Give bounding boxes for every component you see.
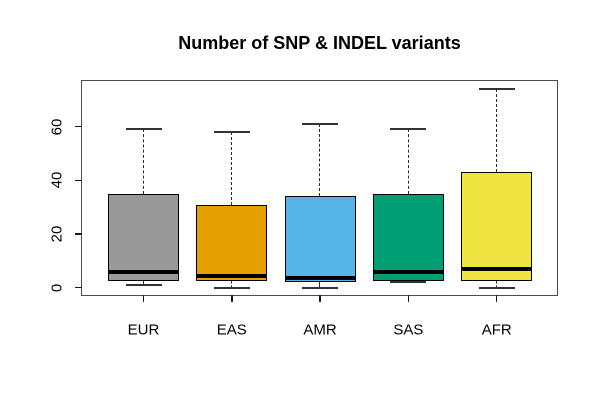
upper-whisker-cap-amr (302, 123, 339, 126)
lower-whisker-cap-afr (478, 286, 515, 289)
lower-whisker-eur (142, 280, 144, 285)
box-eur (108, 193, 179, 281)
x-axis-tick (319, 295, 321, 302)
x-axis-tick (231, 295, 233, 302)
x-tick-label-amr: AMR (303, 321, 337, 339)
x-axis-tick (495, 295, 498, 302)
upper-whisker-eur (142, 129, 144, 194)
lower-whisker-cap-sas (390, 281, 427, 284)
x-tick-label-sas: SAS (393, 321, 424, 339)
x-tick-label-eur: EUR (127, 321, 160, 339)
lower-whisker-afr (495, 280, 497, 288)
lower-whisker-cap-amr (302, 286, 339, 289)
upper-whisker-sas (407, 129, 409, 194)
box-eas (196, 204, 268, 281)
median-line-eas (196, 273, 268, 278)
median-line-afr (461, 266, 533, 271)
lower-whisker-cap-eas (213, 286, 250, 289)
y-axis-tick (75, 179, 82, 182)
chart-title: Number of SNP & INDEL variants (178, 33, 461, 53)
x-tick-label-eas: EAS (216, 321, 247, 339)
upper-whisker-amr (319, 124, 321, 197)
median-line-sas (372, 269, 444, 274)
upper-whisker-cap-eas (213, 131, 250, 134)
upper-whisker-cap-eur (125, 128, 162, 131)
y-axis-tick (75, 286, 82, 289)
lower-whisker-eas (231, 280, 232, 288)
median-line-eur (108, 269, 179, 274)
box-sas (372, 193, 444, 281)
x-axis-tick (142, 295, 145, 302)
y-axis-tick (75, 125, 82, 128)
upper-whisker-cap-sas (390, 128, 427, 131)
lower-whisker-cap-eur (125, 284, 162, 287)
box-afr (461, 172, 533, 281)
upper-whisker-cap-afr (478, 88, 515, 91)
y-axis-tick (75, 233, 82, 235)
box-amr (284, 196, 356, 283)
upper-whisker-eas (231, 132, 232, 205)
upper-whisker-afr (495, 89, 497, 173)
x-axis-tick (407, 295, 410, 302)
x-tick-label-afr: AFR (481, 321, 512, 339)
median-line-amr (284, 276, 356, 281)
lower-whisker-amr (319, 282, 321, 288)
